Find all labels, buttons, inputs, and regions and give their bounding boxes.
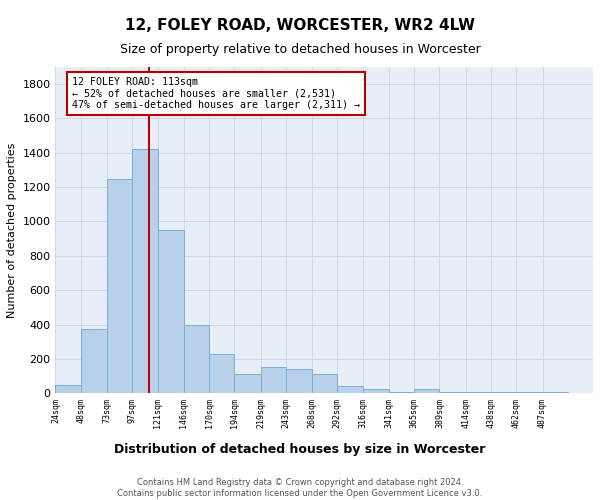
Bar bbox=[235, 374, 260, 393]
Bar bbox=[184, 324, 209, 393]
Bar bbox=[209, 354, 235, 393]
Bar bbox=[286, 369, 312, 393]
Bar bbox=[312, 374, 337, 393]
Bar bbox=[542, 392, 568, 393]
Bar bbox=[362, 389, 389, 393]
Bar bbox=[439, 392, 466, 393]
Text: Distribution of detached houses by size in Worcester: Distribution of detached houses by size … bbox=[115, 442, 485, 456]
Bar bbox=[337, 386, 362, 393]
Text: Size of property relative to detached houses in Worcester: Size of property relative to detached ho… bbox=[119, 42, 481, 56]
Bar bbox=[132, 150, 158, 393]
Y-axis label: Number of detached properties: Number of detached properties bbox=[7, 142, 17, 318]
Bar bbox=[389, 392, 414, 393]
Bar bbox=[491, 392, 516, 393]
Bar bbox=[55, 384, 81, 393]
Bar bbox=[260, 368, 286, 393]
Bar bbox=[107, 178, 132, 393]
Bar bbox=[414, 389, 439, 393]
Text: 12, FOLEY ROAD, WORCESTER, WR2 4LW: 12, FOLEY ROAD, WORCESTER, WR2 4LW bbox=[125, 18, 475, 32]
Bar bbox=[81, 329, 107, 393]
Bar bbox=[466, 392, 491, 393]
Bar bbox=[158, 230, 184, 393]
Text: 12 FOLEY ROAD: 113sqm
← 52% of detached houses are smaller (2,531)
47% of semi-d: 12 FOLEY ROAD: 113sqm ← 52% of detached … bbox=[71, 76, 359, 110]
Text: Contains HM Land Registry data © Crown copyright and database right 2024.
Contai: Contains HM Land Registry data © Crown c… bbox=[118, 478, 482, 498]
Bar bbox=[516, 392, 542, 393]
